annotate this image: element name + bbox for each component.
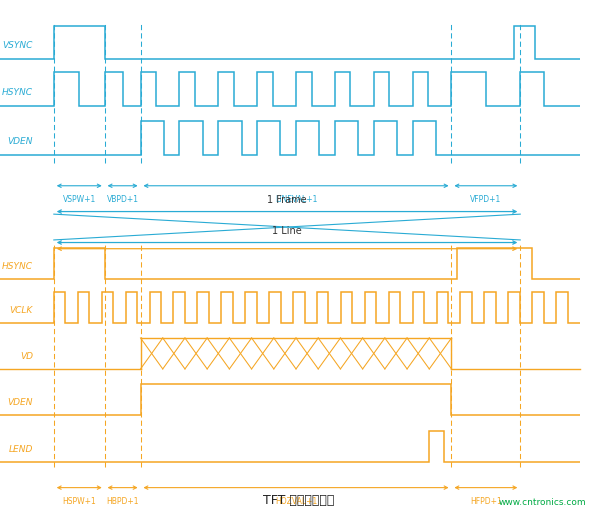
Text: VDEN: VDEN bbox=[7, 398, 33, 408]
Text: LINEVAL+1: LINEVAL+1 bbox=[275, 195, 317, 204]
Text: HFPD+1: HFPD+1 bbox=[470, 497, 502, 506]
Text: VSYNC: VSYNC bbox=[2, 41, 33, 51]
Text: TFT 屏工作时序图: TFT 屏工作时序图 bbox=[263, 494, 335, 507]
Text: VBPD+1: VBPD+1 bbox=[106, 195, 139, 204]
Text: VD: VD bbox=[20, 352, 33, 361]
Text: VCLK: VCLK bbox=[10, 305, 33, 315]
Text: HSPW+1: HSPW+1 bbox=[62, 497, 96, 506]
Text: HBPD+1: HBPD+1 bbox=[106, 497, 139, 506]
Text: VSPW+1: VSPW+1 bbox=[63, 195, 96, 204]
Text: LEND: LEND bbox=[8, 445, 33, 454]
Text: 1 Frame: 1 Frame bbox=[267, 196, 307, 205]
Text: 1 Line: 1 Line bbox=[272, 227, 302, 236]
Text: VDEN: VDEN bbox=[7, 137, 33, 146]
Text: www.cntronics.com: www.cntronics.com bbox=[498, 498, 586, 507]
Text: HSYNC: HSYNC bbox=[2, 88, 33, 97]
Text: HOZVAL+1: HOZVAL+1 bbox=[275, 497, 317, 506]
Text: VFPD+1: VFPD+1 bbox=[470, 195, 502, 204]
Text: HSYNC: HSYNC bbox=[2, 262, 33, 271]
